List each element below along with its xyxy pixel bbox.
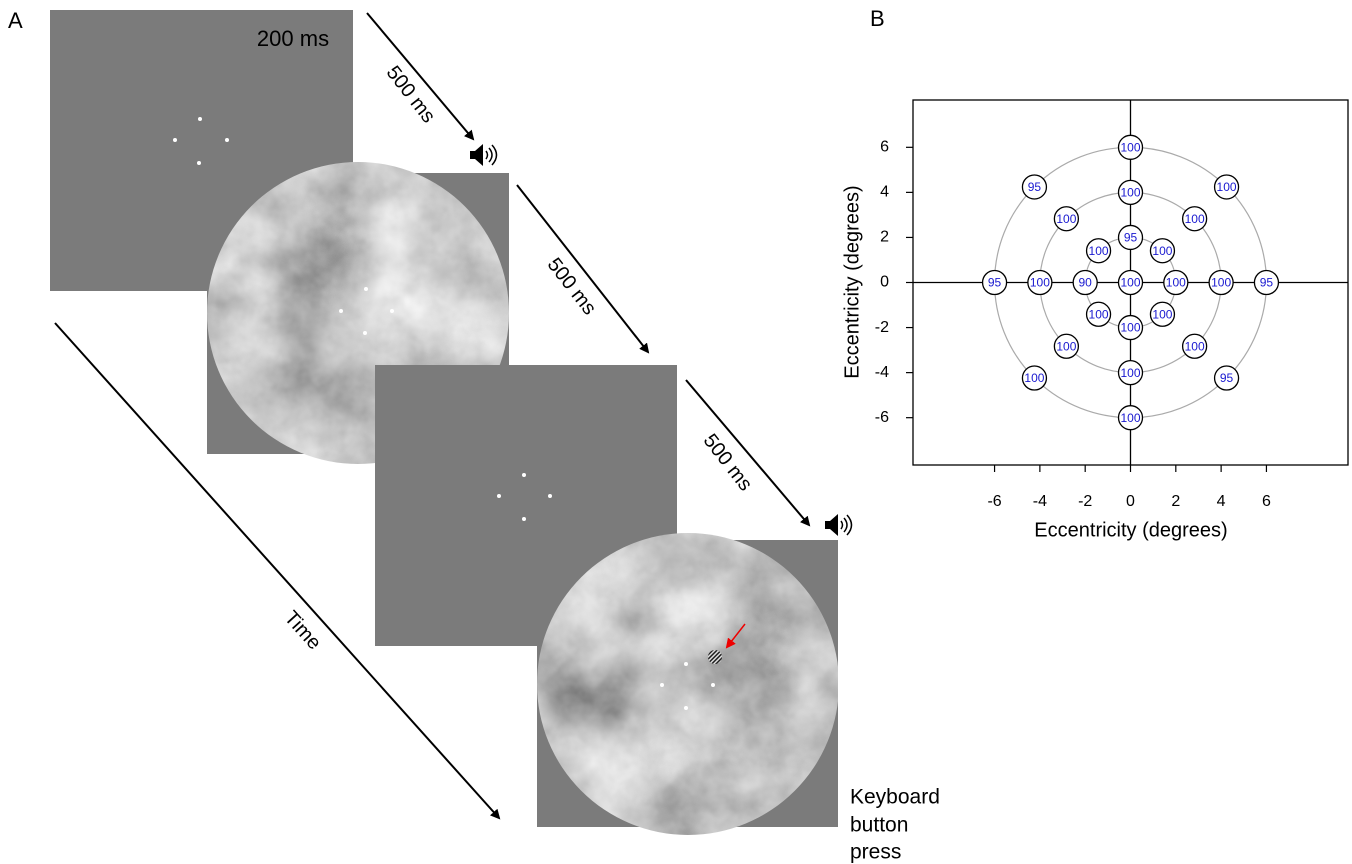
y-tick-label: -6	[875, 409, 889, 426]
accuracy-label: 100	[1056, 339, 1076, 353]
interval-label: 500 ms	[543, 254, 601, 319]
panel-label: A	[8, 8, 23, 33]
duration-label: 200 ms	[257, 26, 329, 51]
accuracy-label: 95	[1124, 231, 1138, 245]
accuracy-label: 100	[1120, 366, 1140, 380]
x-tick-label: -2	[1078, 493, 1092, 510]
accuracy-label: 100	[1089, 307, 1109, 321]
speaker-icon	[825, 514, 852, 536]
y-tick-label: 6	[880, 139, 889, 156]
y-tick-label: -4	[875, 364, 889, 381]
accuracy-label: 100	[1185, 339, 1205, 353]
x-axis-label: Eccentricity (degrees)	[1034, 519, 1227, 541]
x-tick-label: 2	[1171, 493, 1180, 510]
response-label: press	[850, 841, 901, 864]
accuracy-label: 100	[1217, 180, 1237, 194]
y-tick-label: 2	[880, 229, 889, 246]
accuracy-label: 100	[1030, 276, 1050, 290]
x-tick-label: 4	[1217, 493, 1226, 510]
frame-target	[537, 533, 838, 836]
accuracy-label: 100	[1211, 276, 1231, 290]
accuracy-label: 100	[1120, 186, 1140, 200]
accuracy-label: 90	[1079, 276, 1093, 290]
time-label: Time	[280, 607, 326, 654]
x-tick-label: 0	[1126, 493, 1135, 510]
accuracy-label: 95	[1220, 371, 1234, 385]
interval-label: 500 ms	[382, 62, 440, 127]
accuracy-label: 95	[1028, 180, 1042, 194]
accuracy-label: 100	[1120, 321, 1140, 335]
accuracy-label: 100	[1185, 212, 1205, 226]
accuracy-label: 100	[1024, 371, 1044, 385]
accuracy-label: 100	[1120, 140, 1140, 154]
x-tick-label: -6	[987, 493, 1001, 510]
accuracy-label: 100	[1056, 212, 1076, 226]
y-tick-label: -2	[875, 319, 889, 336]
accuracy-label: 100	[1166, 276, 1186, 290]
accuracy-label: 100	[1120, 411, 1140, 425]
response-label: button	[850, 814, 908, 837]
y-tick-label: 4	[880, 184, 889, 201]
accuracy-label: 100	[1120, 276, 1140, 290]
panel-label: B	[870, 6, 885, 31]
speaker-icon	[470, 144, 497, 166]
interval-label: 500 ms	[699, 430, 757, 495]
accuracy-label: 100	[1152, 307, 1172, 321]
x-tick-label: 6	[1262, 493, 1271, 510]
accuracy-label: 100	[1152, 244, 1172, 258]
x-tick-label: -4	[1033, 493, 1047, 510]
y-axis-label: Eccentricity (degrees)	[841, 185, 863, 378]
y-tick-label: 0	[880, 274, 889, 291]
plot: -6 -4 -2 0 2 4 6 -6 -4 -2 0 2 4 6 100 95 100 100 100 100 100…	[875, 100, 1348, 510]
accuracy-label: 95	[988, 276, 1002, 290]
accuracy-label: 95	[1260, 276, 1274, 290]
accuracy-label: 100	[1089, 244, 1109, 258]
response-label: Keyboard	[850, 786, 940, 809]
figure: A 200 ms 500 ms 500 ms 500 ms Time	[0, 0, 1352, 864]
